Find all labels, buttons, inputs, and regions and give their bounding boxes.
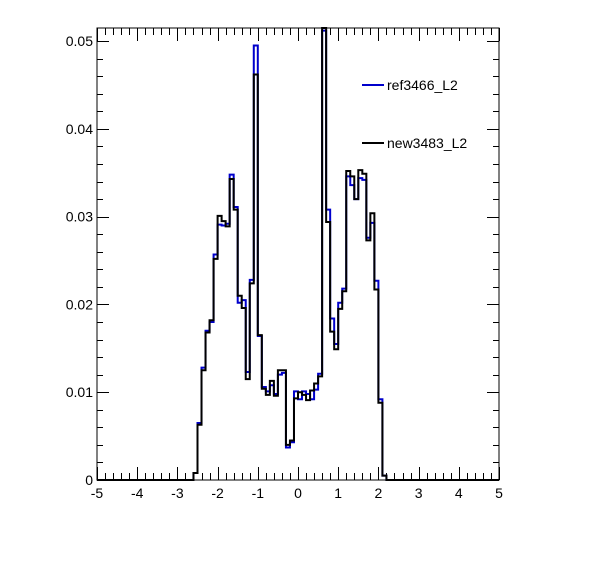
x-tick-label: -4 — [131, 485, 144, 501]
y-tick-label: 0.03 — [66, 209, 93, 225]
y-tick-label: 0 — [85, 472, 93, 488]
x-tick-label: 0 — [294, 485, 302, 501]
x-tick-label: -5 — [91, 485, 104, 501]
x-tick-label: 5 — [495, 485, 503, 501]
x-tick-label: -1 — [252, 485, 265, 501]
x-tick-label: 2 — [375, 485, 383, 501]
x-tick-label: 1 — [334, 485, 342, 501]
legend-label: ref3466_L2 — [387, 77, 458, 93]
series-line-ref3466_L2 — [97, 29, 499, 481]
x-tick-label: -3 — [171, 485, 184, 501]
x-tick-label: -2 — [211, 485, 224, 501]
y-tick-label: 0.04 — [66, 121, 93, 137]
axis-ticks — [97, 28, 500, 481]
y-tick-label: 0.02 — [66, 296, 93, 312]
plot-area-border — [96, 27, 500, 481]
legend: ref3466_L2 new3483_L2 — [362, 77, 467, 151]
x-tick-label: 3 — [415, 485, 423, 501]
y-tick-label: 0.05 — [66, 33, 93, 49]
series-layer — [97, 27, 499, 481]
tick-labels: -5 -4 -3 -2 -1 0 1 2 3 4 5 0 0.01 0.02 0.03 0.04 0.05 — [66, 33, 503, 501]
plot-frame — [96, 27, 500, 481]
x-tick-label: 4 — [455, 485, 463, 501]
y-tick-label: 0.01 — [66, 384, 93, 400]
legend-label: new3483_L2 — [387, 135, 467, 151]
series-line-new3483_L2 — [97, 27, 499, 481]
